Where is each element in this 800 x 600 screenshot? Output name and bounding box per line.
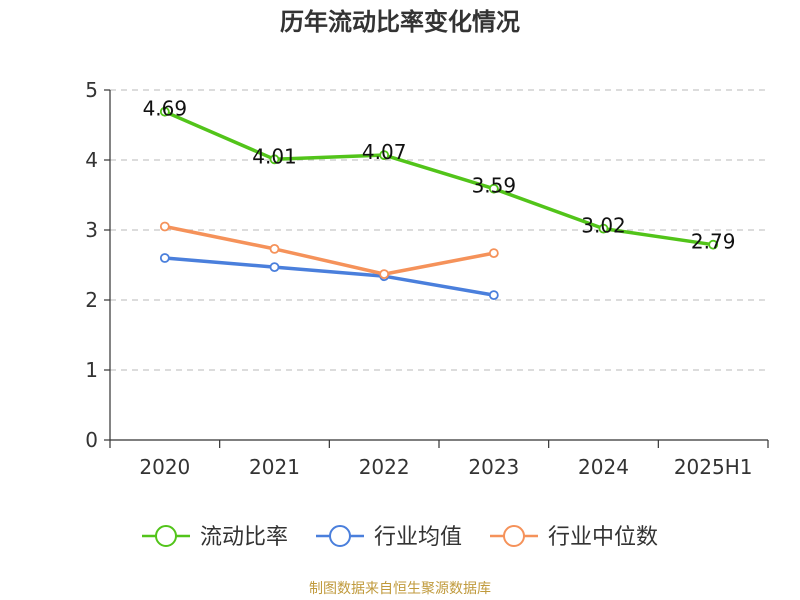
y-tick-label: 2 <box>85 288 98 312</box>
legend-item-3: 行业中位数 <box>490 525 658 550</box>
series-line-2 <box>163 256 496 297</box>
series-point-1 <box>598 223 609 234</box>
data-labels: 4.69 4.01 4.07 3.59 3.02 2.79 <box>143 97 736 254</box>
legend-item-2: 行业均值 <box>316 525 462 550</box>
series-point-1 <box>159 106 170 117</box>
series-point-2 <box>269 262 280 273</box>
x-tick-label: 2025H1 <box>674 455 753 479</box>
series-point-1 <box>488 183 499 194</box>
x-tick-label: 2024 <box>578 455 629 479</box>
source-note: 制图数据来自恒生聚源数据库 <box>309 581 491 597</box>
series-point-3 <box>379 269 390 280</box>
series-point-2 <box>488 290 499 301</box>
series-line-1 <box>163 109 715 247</box>
data-label: 4.07 <box>362 140 407 164</box>
series-point-3 <box>159 221 170 232</box>
legend-label: 行业中位数 <box>548 525 658 550</box>
x-tick-label: 2020 <box>139 455 190 479</box>
series-line-3 <box>163 224 496 276</box>
series-point-1 <box>269 154 280 165</box>
data-label: 3.59 <box>472 174 517 198</box>
y-tick-label: 4 <box>85 148 98 172</box>
series-point-2 <box>159 253 170 263</box>
legend-label: 行业均值 <box>374 525 462 550</box>
chart-title: 历年流动比率变化情况 <box>280 8 520 36</box>
series-point-1 <box>708 239 719 250</box>
x-tick-label: 2022 <box>359 455 410 479</box>
y-tick-label: 0 <box>85 428 98 452</box>
x-tick-label: 2023 <box>468 455 519 479</box>
data-label: 2.79 <box>691 230 736 254</box>
legend-marker-icon <box>155 525 177 547</box>
legend: 流动比率 行业均值 行业中位数 <box>142 525 658 550</box>
data-label: 3.02 <box>581 214 626 238</box>
axes: 0 1 2 3 4 5 2020 2021 2022 2023 2024 2025H1 <box>85 78 769 479</box>
legend-marker-icon <box>329 525 351 547</box>
data-label: 4.69 <box>143 97 188 121</box>
legend-marker-icon <box>503 525 525 547</box>
y-tick-label: 5 <box>85 78 98 102</box>
series-point-1 <box>379 150 390 161</box>
legend-item-1: 流动比率 <box>142 525 288 550</box>
legend-label: 流动比率 <box>200 525 288 550</box>
x-tick-label: 2021 <box>249 455 300 479</box>
data-label: 4.01 <box>252 144 297 168</box>
series-layer <box>159 106 719 301</box>
y-tick-label: 3 <box>85 218 98 242</box>
y-tick-label: 1 <box>85 358 98 382</box>
series-point-3 <box>488 248 499 259</box>
series-point-3 <box>269 243 280 254</box>
